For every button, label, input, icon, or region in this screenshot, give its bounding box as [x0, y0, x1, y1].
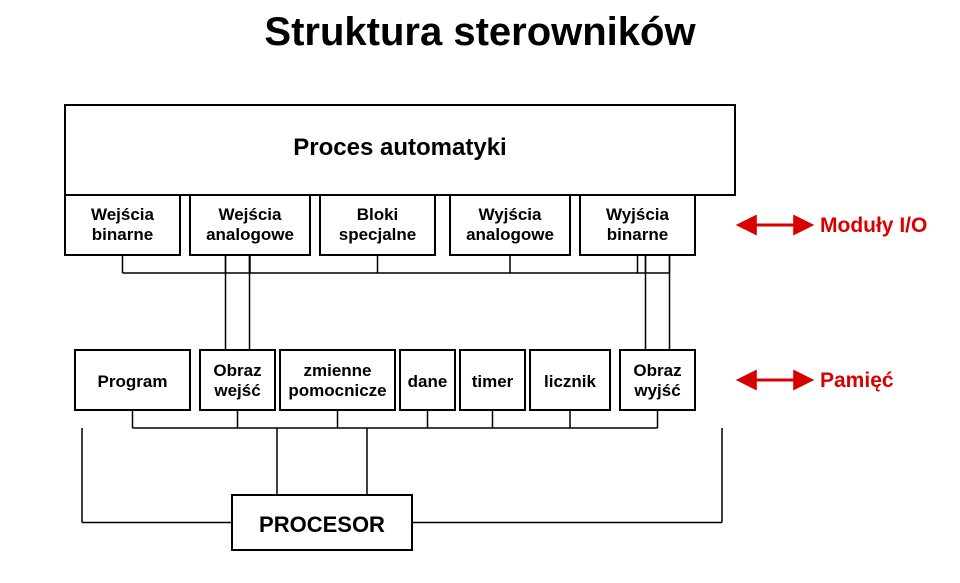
mem-box-line2-1: wejść — [213, 381, 260, 400]
io-box-line2-0: binarne — [92, 225, 153, 244]
mem-box-5: licznik — [544, 372, 597, 391]
io-box-line2-4: binarne — [607, 225, 668, 244]
io-box-line1-4: Wyjścia — [606, 205, 670, 224]
mem-box-0: Program — [98, 372, 168, 391]
mem-box-3: dane — [408, 372, 448, 391]
diagram-title: Struktura sterowników — [264, 10, 696, 54]
mem-box-4: timer — [472, 372, 514, 391]
mem-box-line1-2: zmienne — [303, 361, 371, 380]
io-box-line1-3: Wyjścia — [478, 205, 542, 224]
io-box-line1-1: Wejścia — [218, 205, 282, 224]
mem-box-line1-1: Obraz — [213, 361, 261, 380]
io-box-line2-2: specjalne — [339, 225, 417, 244]
mem-annotation: Pamięć — [820, 369, 894, 392]
io-box-line1-0: Wejścia — [91, 205, 155, 224]
io-box-line1-2: Bloki — [357, 205, 399, 224]
io-annotation: Moduły I/O — [820, 214, 927, 237]
diagram-canvas: Struktura sterowników Proces automatyki We… — [0, 0, 960, 583]
io-box-line2-3: analogowe — [466, 225, 554, 244]
mem-box-line2-6: wyjść — [633, 381, 680, 400]
mem-box-line2-2: pomocnicze — [288, 381, 386, 400]
process-label: Proces automatyki — [293, 134, 506, 161]
io-box-line2-1: analogowe — [206, 225, 294, 244]
procesor-label: PROCESOR — [259, 512, 385, 537]
mem-box-line1-6: Obraz — [633, 361, 681, 380]
